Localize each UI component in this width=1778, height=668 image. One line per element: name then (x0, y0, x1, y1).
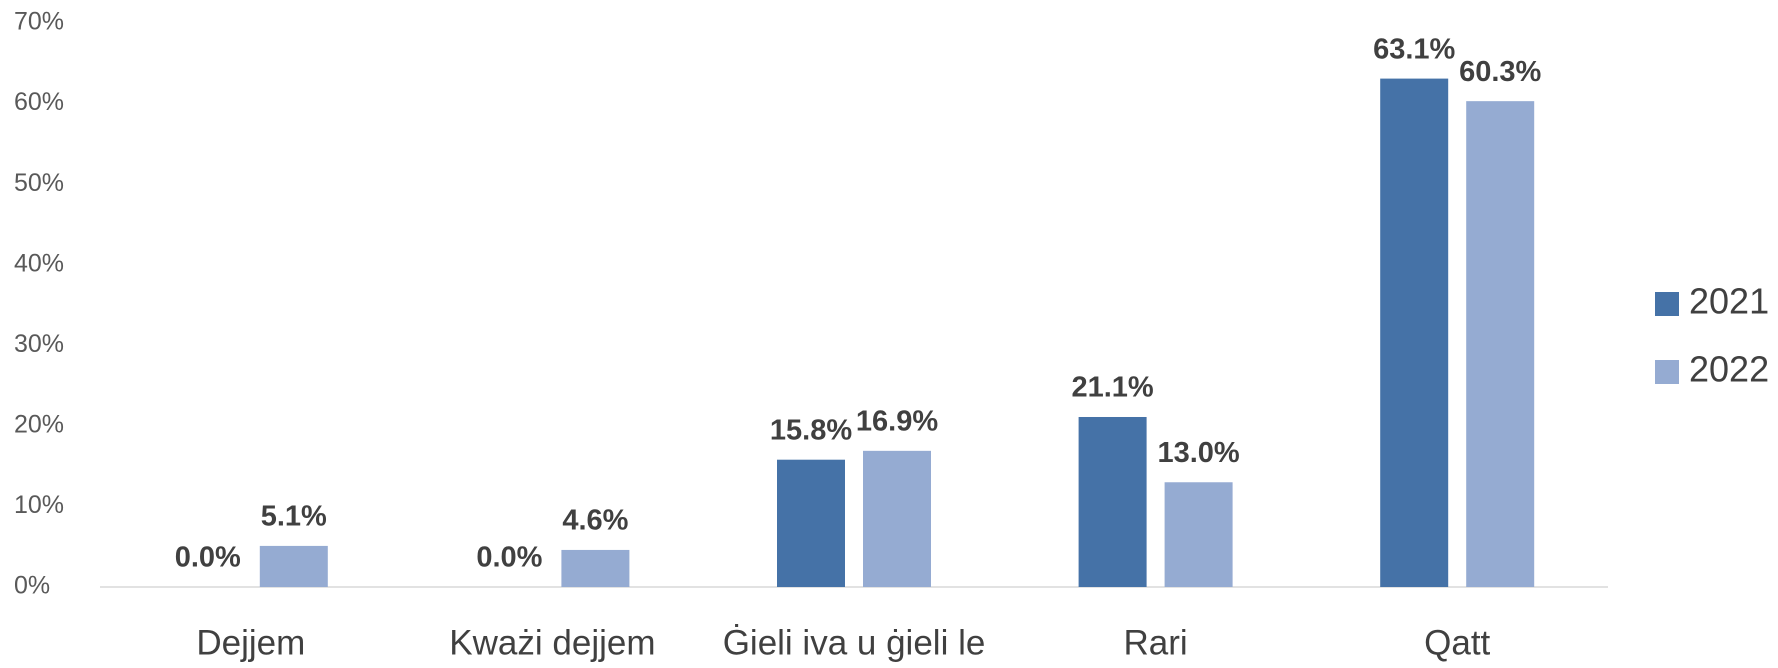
bar (259, 545, 328, 587)
value-label: 60.3% (1459, 56, 1541, 88)
value-label: 15.8% (770, 414, 852, 446)
bar (777, 459, 845, 587)
value-label: 4.6% (562, 505, 628, 537)
legend-swatch (1655, 292, 1679, 316)
bar (1078, 416, 1147, 587)
value-label: 63.1% (1373, 33, 1455, 65)
bar (561, 549, 630, 587)
bar (1380, 78, 1449, 587)
y-tick-label: 0% (14, 572, 50, 600)
value-label: 0.0% (476, 542, 542, 574)
y-tick-label: 10% (14, 491, 64, 519)
value-label: 5.1% (261, 501, 327, 533)
value-label: 21.1% (1071, 372, 1153, 404)
value-label: 16.9% (856, 405, 938, 437)
x-tick-label: Kważi dejjem (449, 623, 655, 662)
y-tick-label: 50% (14, 169, 64, 197)
y-tick-label: 40% (14, 249, 64, 277)
y-tick-label: 30% (14, 330, 64, 358)
y-tick-label: 60% (14, 88, 64, 116)
x-tick-label: Rari (1124, 623, 1188, 662)
legend-label: 2022 (1689, 349, 1769, 390)
x-tick-label: Dejjem (196, 623, 305, 662)
bar (863, 450, 931, 587)
bar (1164, 482, 1233, 587)
x-tick-label: Qatt (1424, 623, 1490, 662)
value-label: 0.0% (175, 542, 241, 574)
legend-label: 2021 (1689, 281, 1769, 322)
y-tick-label: 70% (14, 8, 64, 36)
y-tick-label: 20% (14, 410, 64, 438)
legend-swatch (1655, 360, 1679, 384)
bar (1466, 101, 1535, 587)
x-tick-label: Ġieli iva u ġieli le (723, 623, 986, 662)
value-label: 13.0% (1157, 437, 1239, 469)
